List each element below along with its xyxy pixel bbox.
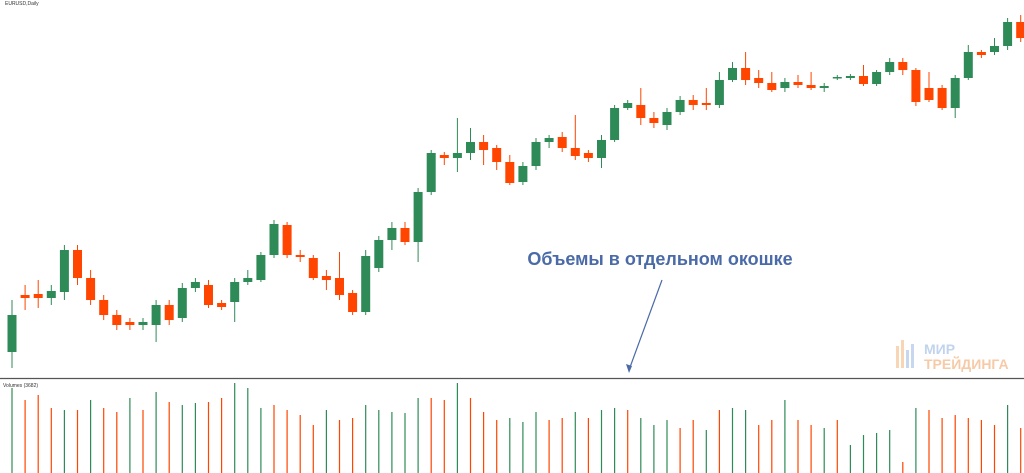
candle-body <box>845 76 855 78</box>
candle-body <box>518 166 528 182</box>
candle-body <box>597 140 606 158</box>
volume-title: Volumes (3682) <box>3 383 38 389</box>
candle-body <box>1016 22 1024 38</box>
candle-body <box>204 285 213 305</box>
candle-body <box>570 148 580 156</box>
candle-body <box>767 83 777 90</box>
candle-body <box>217 303 227 307</box>
candle-body <box>649 118 659 123</box>
arrow <box>628 279 663 371</box>
candle-body <box>924 88 934 100</box>
candle-body <box>583 153 593 158</box>
candle-body <box>190 282 200 288</box>
candle-body <box>832 77 842 79</box>
candle-body <box>728 68 737 80</box>
chart-title: EURUSD,Daily <box>5 1 39 7</box>
candle-body <box>256 255 266 280</box>
candle-body <box>33 294 43 298</box>
logo-bar <box>896 346 899 368</box>
candle-body <box>73 250 82 278</box>
candle-body <box>610 108 620 140</box>
logo-bar <box>901 340 904 368</box>
candle-body <box>701 103 711 105</box>
candle-body <box>898 62 908 70</box>
candle-body <box>531 142 541 166</box>
candle-body <box>439 155 449 158</box>
candle-body <box>348 293 358 312</box>
candle-body <box>636 105 646 118</box>
candle-body <box>885 62 895 72</box>
candle-body <box>479 142 489 150</box>
candle-body <box>282 225 292 255</box>
candle-body <box>335 278 344 295</box>
candle-body <box>387 228 397 240</box>
candle-body <box>46 291 56 298</box>
arrow-head <box>626 364 632 373</box>
annotation: Объемы в отдельном окошке <box>527 249 792 269</box>
logo-text: ТРЕЙДИНГА <box>924 355 1009 372</box>
logo: МИР ТРЕЙДИНГА <box>896 340 1009 372</box>
candle-body <box>125 322 135 325</box>
candle-body <box>374 240 384 268</box>
candle-body <box>505 162 515 183</box>
candle-body <box>990 46 999 52</box>
candle-body <box>819 86 829 88</box>
candle-body <box>7 315 17 352</box>
candle-body <box>112 315 122 325</box>
candle-body <box>361 256 371 312</box>
candle-body <box>557 137 567 148</box>
candle-body <box>911 70 921 102</box>
candle-body <box>400 228 410 242</box>
logo-bar <box>911 344 914 368</box>
logo-bar <box>906 350 909 368</box>
candle-body <box>99 300 109 315</box>
logo-text: МИР <box>924 341 955 357</box>
candle-body <box>688 100 698 105</box>
candle-body <box>426 153 436 192</box>
candle-body <box>780 82 790 88</box>
candle-body <box>164 305 174 320</box>
candle-body <box>492 148 502 162</box>
candle-body <box>86 278 96 300</box>
candle-body <box>452 153 462 158</box>
candle-body <box>230 282 240 302</box>
candle-body <box>623 103 633 108</box>
candle-body <box>963 52 973 78</box>
candle-body <box>754 78 764 83</box>
candle-body <box>59 250 69 292</box>
candle-body <box>138 322 148 325</box>
candle-body <box>466 142 475 153</box>
candle-body <box>269 224 279 255</box>
candle-body <box>1003 22 1013 46</box>
candle-body <box>177 288 187 318</box>
candle-body <box>872 72 882 84</box>
candle-body <box>714 80 724 105</box>
candle-body <box>937 88 947 108</box>
candle-body <box>793 82 803 85</box>
candle-body <box>544 138 554 142</box>
candle-body <box>151 305 161 325</box>
candle-body <box>806 85 816 88</box>
candle-body <box>243 278 253 282</box>
candle-body <box>413 192 423 242</box>
candle-body <box>321 276 331 280</box>
candle-body <box>308 258 318 278</box>
candle-body <box>950 78 960 108</box>
candle-body <box>662 112 672 125</box>
candle-body <box>859 76 868 84</box>
candle-body <box>741 68 751 80</box>
candle-body <box>675 100 685 112</box>
candle-body <box>295 255 305 257</box>
candle-body <box>20 295 30 298</box>
candle-body <box>976 52 986 55</box>
